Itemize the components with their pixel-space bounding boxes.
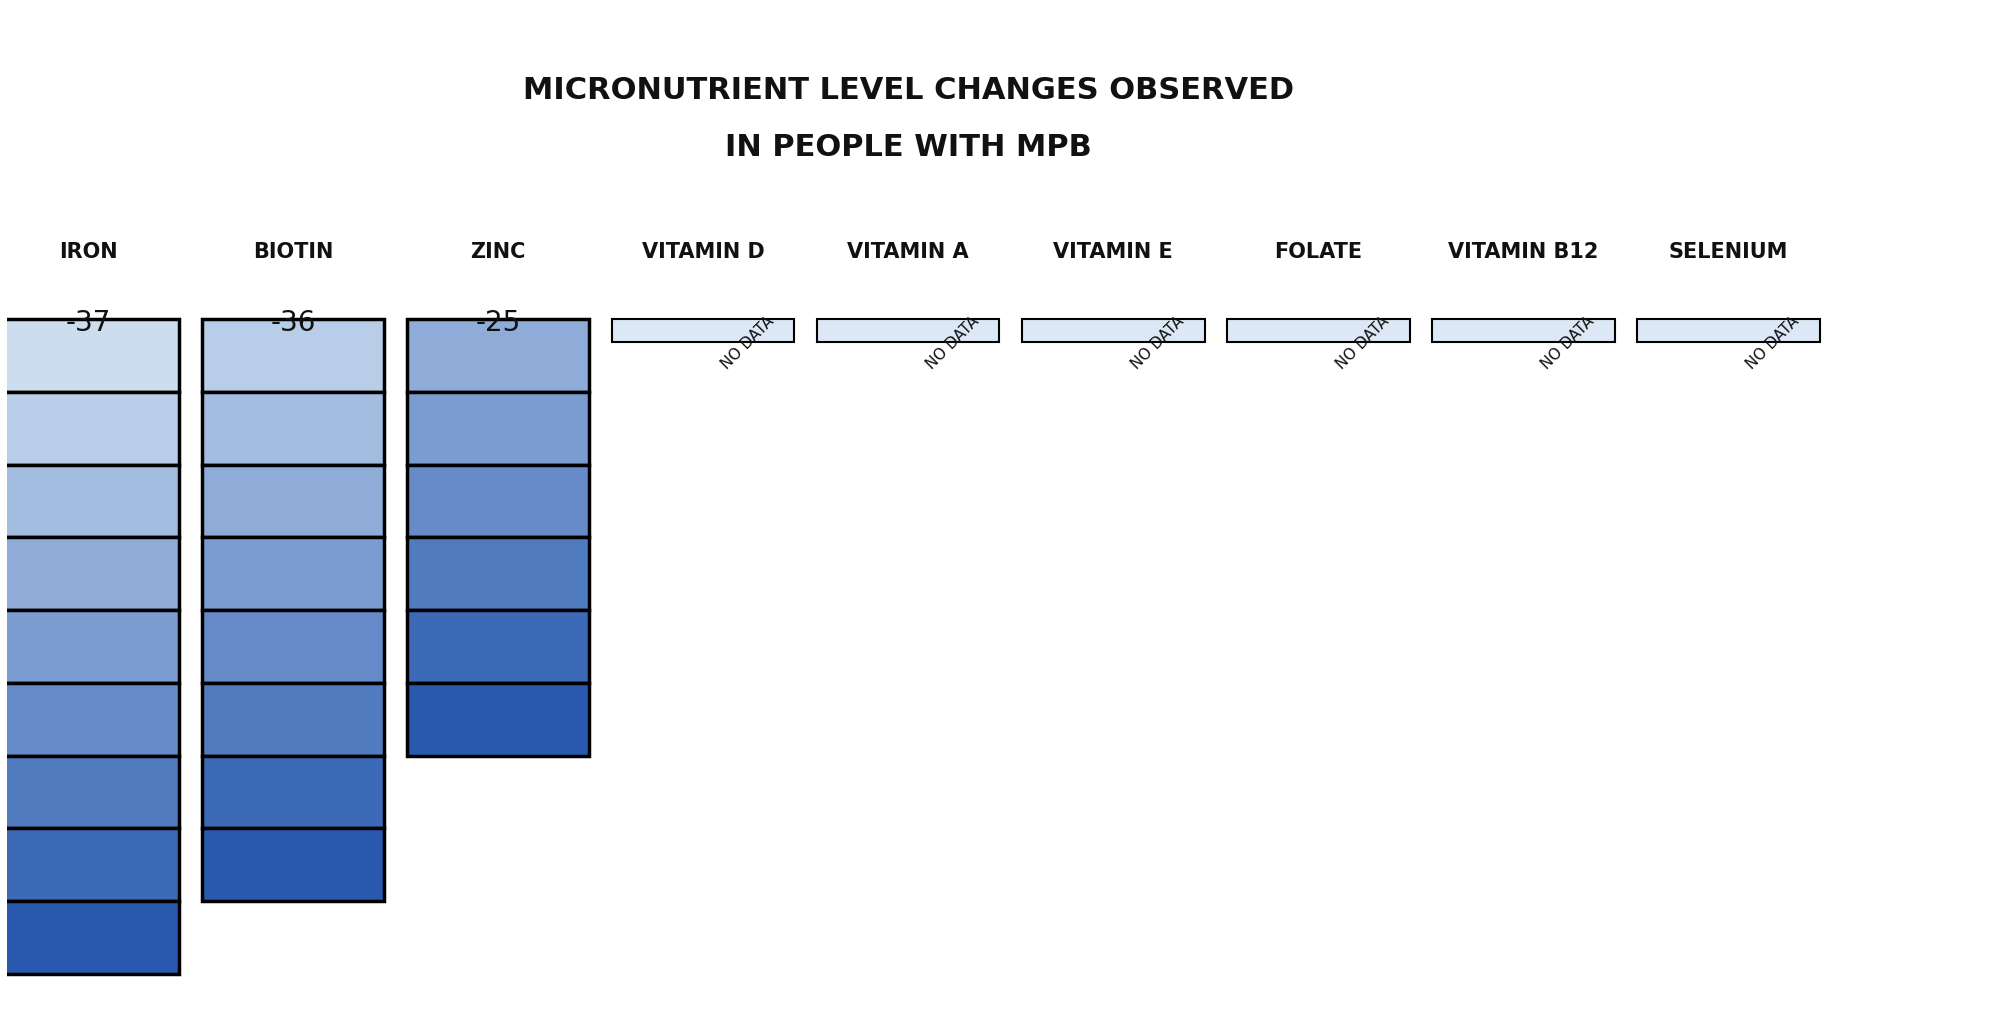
FancyBboxPatch shape <box>0 901 180 974</box>
FancyBboxPatch shape <box>0 683 180 756</box>
Text: NO DATA: NO DATA <box>923 314 981 372</box>
FancyBboxPatch shape <box>408 683 589 756</box>
FancyBboxPatch shape <box>202 537 384 611</box>
FancyBboxPatch shape <box>0 756 180 828</box>
FancyBboxPatch shape <box>202 756 384 828</box>
Text: VITAMIN E: VITAMIN E <box>1053 242 1173 261</box>
FancyBboxPatch shape <box>202 465 384 537</box>
Text: IRON: IRON <box>58 242 118 261</box>
FancyBboxPatch shape <box>817 319 999 342</box>
FancyBboxPatch shape <box>202 319 384 392</box>
FancyBboxPatch shape <box>408 537 589 611</box>
Text: BIOTIN: BIOTIN <box>254 242 334 261</box>
Text: NO DATA: NO DATA <box>1127 314 1187 372</box>
FancyBboxPatch shape <box>611 319 793 342</box>
Text: IN PEOPLE WITH MPB: IN PEOPLE WITH MPB <box>725 133 1091 162</box>
FancyBboxPatch shape <box>0 828 180 901</box>
Text: MICRONUTRIENT LEVEL CHANGES OBSERVED: MICRONUTRIENT LEVEL CHANGES OBSERVED <box>521 75 1293 104</box>
FancyBboxPatch shape <box>202 611 384 683</box>
FancyBboxPatch shape <box>408 319 589 392</box>
FancyBboxPatch shape <box>0 392 180 465</box>
FancyBboxPatch shape <box>1431 319 1614 342</box>
FancyBboxPatch shape <box>202 683 384 756</box>
Text: NO DATA: NO DATA <box>1538 314 1596 372</box>
Text: NO DATA: NO DATA <box>1333 314 1391 372</box>
FancyBboxPatch shape <box>1636 319 1818 342</box>
Text: VITAMIN B12: VITAMIN B12 <box>1447 242 1598 261</box>
FancyBboxPatch shape <box>202 828 384 901</box>
FancyBboxPatch shape <box>408 392 589 465</box>
FancyBboxPatch shape <box>0 537 180 611</box>
Text: -25: -25 <box>476 309 521 337</box>
FancyBboxPatch shape <box>0 319 180 392</box>
FancyBboxPatch shape <box>0 611 180 683</box>
Text: -37: -37 <box>66 309 110 337</box>
FancyBboxPatch shape <box>1227 319 1409 342</box>
Text: ZINC: ZINC <box>470 242 525 261</box>
Text: NO DATA: NO DATA <box>717 314 777 372</box>
FancyBboxPatch shape <box>0 465 180 537</box>
Text: SELENIUM: SELENIUM <box>1668 242 1786 261</box>
FancyBboxPatch shape <box>1021 319 1205 342</box>
Text: FOLATE: FOLATE <box>1273 242 1361 261</box>
FancyBboxPatch shape <box>408 465 589 537</box>
Text: NO DATA: NO DATA <box>1742 314 1800 372</box>
FancyBboxPatch shape <box>408 611 589 683</box>
Text: -36: -36 <box>270 309 316 337</box>
Text: VITAMIN D: VITAMIN D <box>641 242 763 261</box>
FancyBboxPatch shape <box>202 392 384 465</box>
Text: VITAMIN A: VITAMIN A <box>847 242 969 261</box>
